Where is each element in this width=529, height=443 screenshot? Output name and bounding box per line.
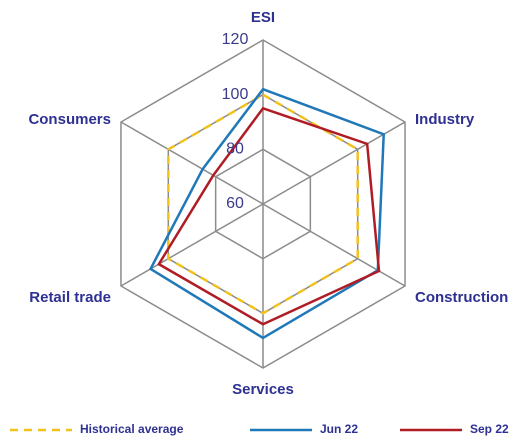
axis-label: Retail trade [29,289,111,306]
axis-label: ESI [251,9,275,26]
spoke [120,121,264,205]
series-line [148,87,386,340]
r-tick-label: 80 [226,141,244,158]
r-tick-label: 100 [222,86,249,103]
spoke [262,203,406,287]
axis-label: Services [232,381,294,398]
series-line [157,106,381,326]
series-line [167,93,359,315]
r-tick-label: 120 [222,31,249,48]
legend-label: Sep 22 [470,422,509,436]
axis-label: Industry [415,111,475,128]
r-tick-label: 60 [226,195,244,212]
spoke [120,203,264,287]
axis-label: Construction [415,289,508,306]
spoke [262,121,406,205]
legend-label: Historical average [80,422,184,436]
axis-label: Consumers [28,111,111,128]
legend-label: Jun 22 [320,422,358,436]
